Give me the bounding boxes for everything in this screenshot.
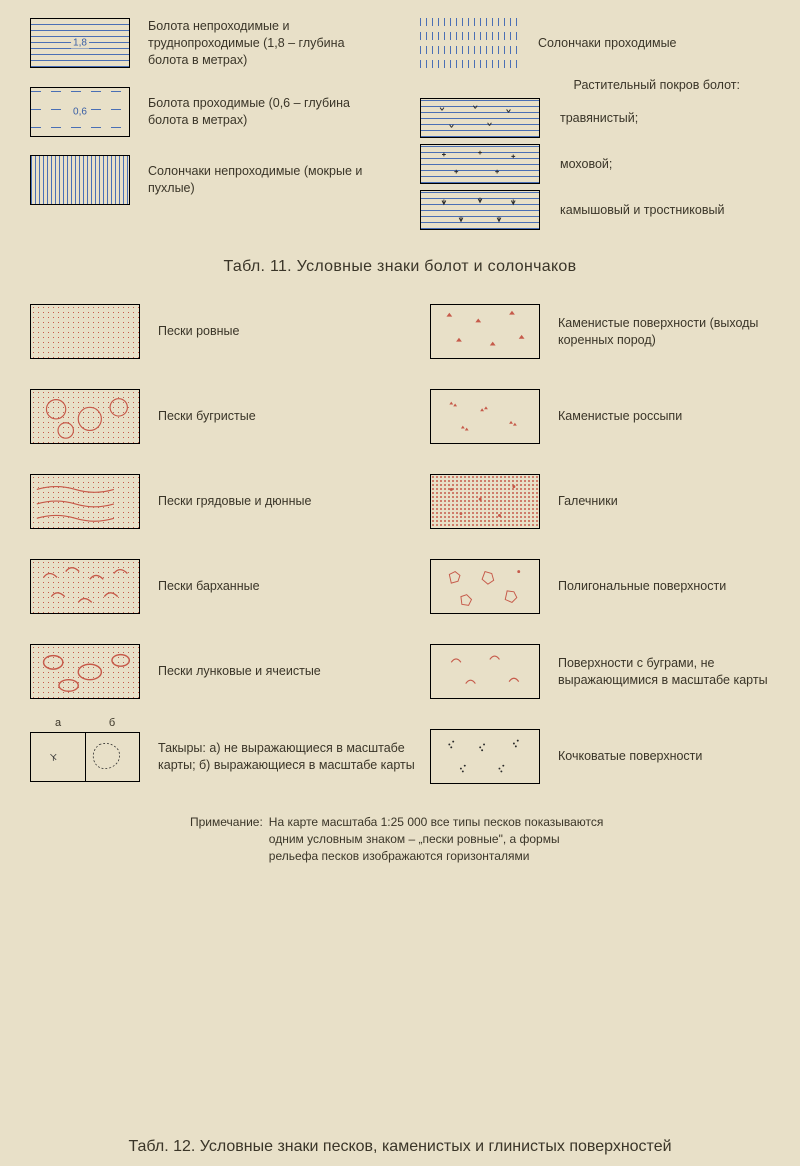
takyr-symbol: а б bbox=[30, 732, 140, 782]
table12-note: Примечание: На карте масштаба 1:25 000 в… bbox=[190, 814, 610, 864]
gravel-label: Галечники bbox=[558, 493, 618, 510]
sand-ridge-label: Пески грядовые и дюнные bbox=[158, 493, 311, 510]
table12-grid: Пески ровные Каменистые поверхности (вых… bbox=[30, 304, 770, 784]
swamp-passable-symbol: 0,6 bbox=[30, 87, 130, 137]
table12-caption: Табл. 12. Условные знаки песков, каменис… bbox=[0, 1138, 800, 1156]
swamp-impassable-symbol: 1,8 bbox=[30, 18, 130, 68]
rock-scree-label: Каменистые россыпи bbox=[558, 408, 682, 425]
sand-hilly-label: Пески бугристые bbox=[158, 408, 256, 425]
sand-pitted-label: Пески лунковые и ячеистые bbox=[158, 663, 321, 680]
veg-moss-symbol bbox=[420, 144, 540, 184]
gravel-symbol bbox=[430, 474, 540, 529]
solonchak-passable-symbol bbox=[420, 18, 520, 68]
sand-barchan-label: Пески барханные bbox=[158, 578, 260, 595]
veg-reed-symbol bbox=[420, 190, 540, 230]
table11-right-column: Солончаки проходимые Растительный покров… bbox=[420, 18, 770, 236]
veg-grass-symbol bbox=[420, 98, 540, 138]
tussock-label: Кочковатые поверхности bbox=[558, 748, 702, 765]
depth-value: 0,6 bbox=[71, 106, 89, 117]
veg-reed-label: камышовый и тростниковый bbox=[560, 202, 724, 219]
solonchak-passable-label: Солончаки проходимые bbox=[538, 35, 677, 52]
table11-caption: Табл. 11. Условные знаки болот и солонча… bbox=[30, 258, 770, 276]
rocky-surface-symbol bbox=[430, 304, 540, 359]
sand-barchan-symbol bbox=[30, 559, 140, 614]
hump-surface-symbol bbox=[430, 644, 540, 699]
note-text: На карте масштаба 1:25 000 все типы песк… bbox=[269, 814, 610, 864]
tussock-symbol bbox=[430, 729, 540, 784]
sand-pitted-symbol bbox=[30, 644, 140, 699]
takyr-label: Такыры: а) не выражающиеся в масштабе ка… bbox=[158, 740, 418, 774]
solonchak-impassable-label: Солончаки непроходимые (мокрые и пухлые) bbox=[148, 163, 368, 197]
sand-hilly-symbol bbox=[30, 389, 140, 444]
takyr-ab-labels: а б bbox=[31, 717, 139, 729]
polygonal-symbol bbox=[430, 559, 540, 614]
vegetation-header: Растительный покров болот: bbox=[420, 78, 740, 92]
note-label: Примечание: bbox=[190, 814, 263, 864]
takyr-a: а bbox=[31, 717, 85, 729]
sand-flat-symbol bbox=[30, 304, 140, 359]
veg-moss-label: моховой; bbox=[560, 156, 612, 173]
table11-grid: 1,8 Болота непроходимые и труднопроходим… bbox=[30, 18, 770, 236]
polygonal-label: Полигональные поверхности bbox=[558, 578, 726, 595]
takyr-b: б bbox=[85, 717, 139, 729]
rocky-surface-label: Каменистые поверхности (выходы коренных … bbox=[558, 315, 770, 349]
rock-scree-symbol bbox=[430, 389, 540, 444]
hump-surface-label: Поверхности с буграми, не выражающимися … bbox=[558, 655, 770, 689]
depth-value: 1,8 bbox=[71, 38, 89, 49]
sand-ridge-symbol bbox=[30, 474, 140, 529]
solonchak-impassable-symbol bbox=[30, 155, 130, 205]
veg-grass-label: травянистый; bbox=[560, 110, 638, 127]
swamp-passable-label: Болота проходимые (0,6 – глубина болота … bbox=[148, 95, 368, 129]
sand-flat-label: Пески ровные bbox=[158, 323, 240, 340]
table11-left-column: 1,8 Болота непроходимые и труднопроходим… bbox=[30, 18, 420, 236]
swamp-impassable-label: Болота непроходимые и труднопроходимые (… bbox=[148, 18, 368, 69]
